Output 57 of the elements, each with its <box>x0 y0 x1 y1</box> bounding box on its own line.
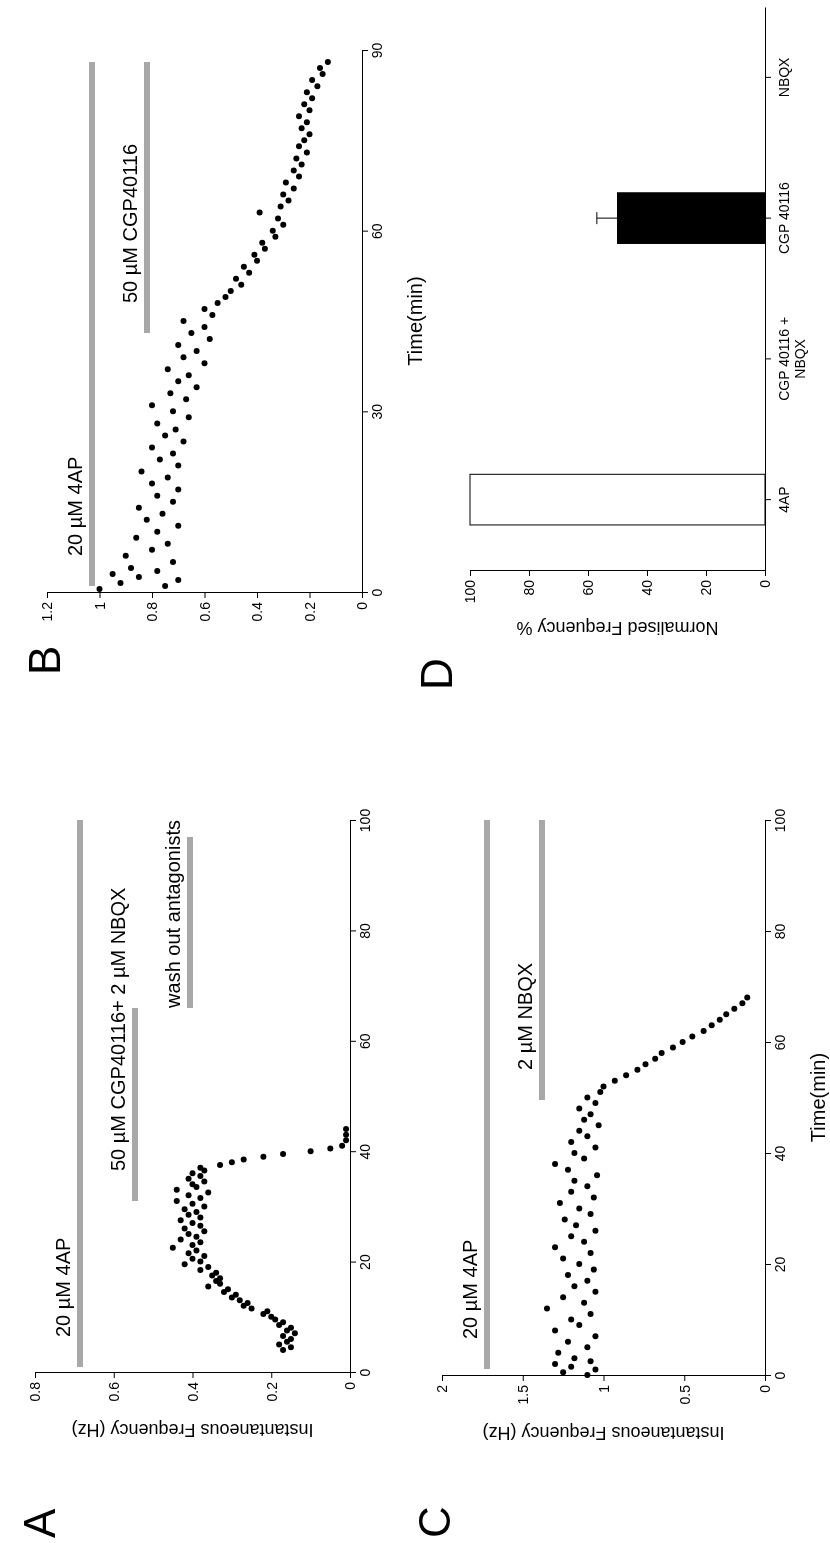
x-tick-label: 2 <box>434 1384 451 1393</box>
x-tick-label: 0.4 <box>249 601 266 622</box>
y-axis-title: Time(min) <box>807 1052 829 1143</box>
annotation: 20 µM 4AP <box>459 1239 481 1339</box>
x-tick-label: 0.8 <box>27 1381 44 1402</box>
x-tick-label: 100 <box>462 579 479 604</box>
x-tick-label: 80 <box>521 579 538 596</box>
x-tick-label: 0 <box>757 1384 774 1393</box>
y-tick-label: 0 <box>771 1371 788 1380</box>
annotation: 20 µM 4AP <box>64 456 86 556</box>
x-axis-title: Instantaneous Frequency (Hz) <box>71 1420 314 1440</box>
y-tick-label: CGP 40116 + NBQX <box>775 316 809 401</box>
annotation: 50 µM CGP40116 <box>119 143 141 303</box>
x-tick-label: 0.6 <box>196 601 213 622</box>
y-tick-label: CGP 40116 <box>775 181 792 255</box>
annotation: 20 µM 4AP <box>52 1237 74 1337</box>
y-tick-label: 40 <box>771 1145 788 1162</box>
y-axis-title: Time(min) <box>404 276 426 366</box>
y-tick-label: 4AP <box>775 486 792 513</box>
text: D <box>412 658 461 690</box>
x-tick-label: 0 <box>757 579 774 588</box>
x-tick-label: 0.2 <box>263 1381 280 1402</box>
text: A <box>15 1508 64 1538</box>
x-tick-label: 1.5 <box>515 1384 532 1405</box>
y-tick-label: 90 <box>368 42 385 59</box>
x-tick-label: 0 <box>342 1381 359 1390</box>
text: C <box>410 1506 459 1538</box>
x-tick-label: 1 <box>91 601 108 610</box>
y-tick-label: 20 <box>356 1254 373 1270</box>
y-tick-label: 100 <box>771 808 788 833</box>
y-tick-label: 0 <box>356 1368 373 1377</box>
x-tick-label: 0.4 <box>184 1381 201 1402</box>
x-tick-label: 20 <box>698 579 715 596</box>
y-tick-label: 30 <box>368 403 385 420</box>
text: B <box>20 645 69 675</box>
y-tick-label: 80 <box>771 923 788 940</box>
y-tick-label: 80 <box>356 922 373 939</box>
x-tick-label: 0.6 <box>106 1381 123 1402</box>
x-axis-title: Normalised Frequency % <box>516 618 719 638</box>
x-tick-label: 0.8 <box>144 601 161 622</box>
x-axis-title: Instantaneous Frequency (Hz) <box>482 1423 725 1443</box>
annotation: wash out antagonists <box>162 820 184 1009</box>
y-tick-label: NBQX <box>775 56 792 98</box>
y-tick-label: 60 <box>771 1034 788 1051</box>
x-tick-label: 0.2 <box>301 601 318 622</box>
y-tick-label: 20 <box>771 1256 788 1273</box>
annotation: 2 µM NBQX <box>514 962 536 1070</box>
y-tick-label: 100 <box>356 808 373 833</box>
annotation: 50 µM CGP40116+ 2 µM NBQX <box>107 887 129 1171</box>
x-tick-label: 1 <box>595 1384 612 1393</box>
y-tick-label: 60 <box>368 223 385 239</box>
x-tick-label: 40 <box>639 579 656 596</box>
x-tick-label: 0.5 <box>676 1384 693 1405</box>
y-tick-label: 40 <box>356 1143 373 1160</box>
y-tick-label: 60 <box>356 1033 373 1050</box>
x-tick-label: 1.2 <box>39 601 56 622</box>
x-tick-label: 60 <box>580 579 597 596</box>
